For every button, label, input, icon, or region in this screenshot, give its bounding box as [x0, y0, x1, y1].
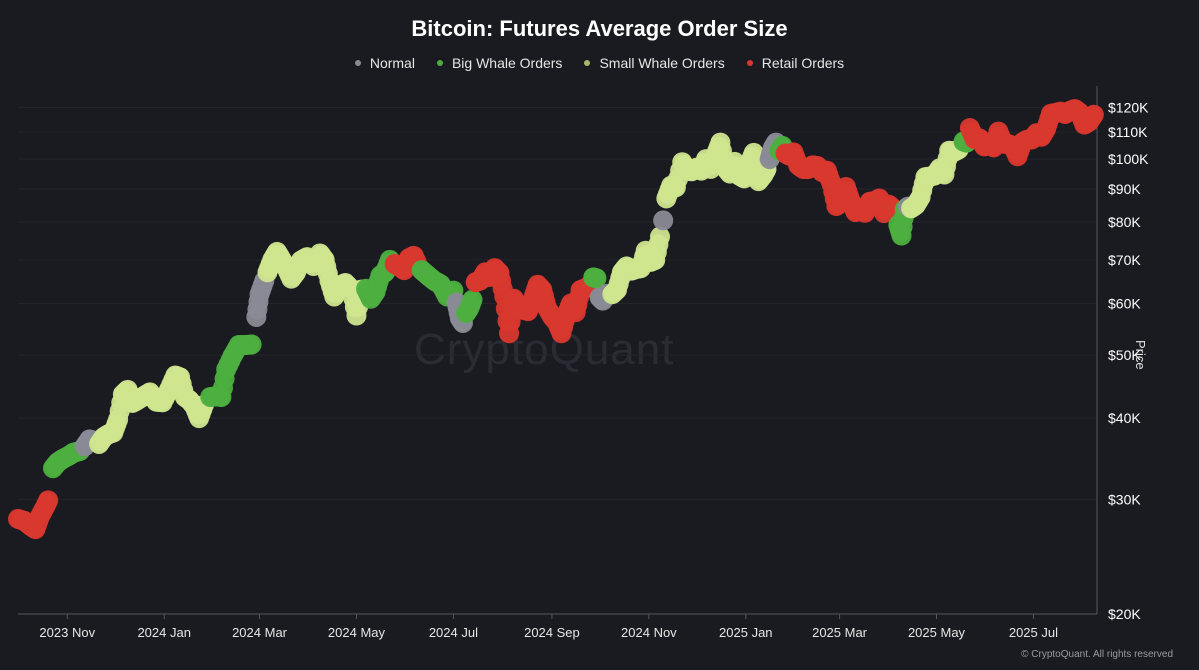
y-tick-label: $100K [1108, 151, 1149, 167]
legend-dot-normal-icon [354, 60, 361, 66]
series-segment [775, 142, 904, 224]
series-segment [656, 132, 777, 209]
series-segment [257, 241, 372, 326]
y-tick-label: $20K [1108, 606, 1141, 622]
series-segment [411, 260, 464, 307]
legend-label-big-whale: Big Whale Orders [451, 55, 563, 71]
y-tick-label: $50K [1108, 347, 1141, 363]
series-segment [200, 334, 262, 407]
series-segment [888, 199, 915, 246]
x-tick-label: 2025 May [908, 625, 966, 640]
y-tick-label: $110K [1108, 124, 1148, 140]
chart-title: Bitcoin: Futures Average Order Size [411, 16, 788, 41]
legend-item-retail[interactable]: Retail Orders [746, 55, 845, 71]
tick-labels: $20K $30K $40K $50K $60K $70K $80K $90K $100K $11… [39, 100, 1149, 640]
series-segment [42, 441, 90, 479]
x-tick-label: 2025 Mar [812, 625, 868, 640]
copyright-notice: © CryptoQuant. All rights reserved [1021, 649, 1173, 660]
legend-item-small-whale[interactable]: Small Whale Orders [584, 55, 725, 71]
x-tick-label: 2023 Nov [39, 625, 95, 640]
y-tick-label: $40K [1108, 410, 1141, 426]
legend-dot-retail-icon [746, 60, 753, 66]
y-tick-label: $80K [1108, 214, 1141, 230]
data-point[interactable] [38, 490, 59, 511]
y-tick-label: $30K [1108, 491, 1141, 507]
legend-label-normal: Normal [369, 55, 415, 71]
legend-item-normal[interactable]: Normal [354, 55, 415, 71]
series-segment [901, 139, 969, 219]
data-point[interactable] [649, 226, 670, 247]
x-tick-label: 2025 Jul [1009, 625, 1058, 640]
x-tick-label: 2025 Jan [719, 625, 773, 640]
series-segment [456, 289, 483, 324]
series-segment [89, 365, 214, 454]
data-point[interactable] [462, 289, 483, 310]
x-tick-label: 2024 Jul [429, 625, 478, 640]
data-point[interactable] [1083, 104, 1104, 125]
y-tick-label: $120K [1108, 100, 1149, 116]
x-tick-label: 2024 Mar [232, 625, 288, 640]
series-segment [653, 210, 674, 231]
legend-label-small-whale: Small Whale Orders [599, 55, 725, 71]
y-tick-label: $90K [1108, 181, 1141, 197]
data-point[interactable] [653, 210, 674, 231]
y-axis-label: Price [1133, 340, 1148, 370]
series-segment [384, 245, 427, 281]
data-point[interactable] [241, 334, 262, 355]
series-segment [465, 258, 601, 344]
series-segment [8, 490, 59, 540]
x-tick-label: 2024 Sep [524, 625, 580, 640]
series-segment [959, 98, 1104, 167]
legend: Normal Big Whale Orders Small Whale Orde… [0, 55, 1199, 71]
axes [18, 86, 1098, 619]
legend-label-retail: Retail Orders [761, 55, 845, 71]
data-point[interactable] [586, 268, 607, 289]
x-tick-label: 2024 Nov [621, 625, 677, 640]
legend-dot-small-whale-icon [584, 60, 591, 66]
y-tick-label: $70K [1108, 252, 1141, 268]
y-tick-label: $60K [1108, 295, 1141, 311]
watermark: CryptoQuant [414, 325, 675, 374]
series-segment [583, 267, 607, 289]
x-tick-label: 2024 Jan [137, 625, 191, 640]
x-tick-label: 2024 May [328, 625, 386, 640]
chart-marks [8, 98, 1104, 540]
legend-dot-big-whale-icon [436, 60, 443, 66]
series-segment [602, 226, 670, 305]
legend-item-big-whale[interactable]: Big Whale Orders [436, 55, 563, 71]
